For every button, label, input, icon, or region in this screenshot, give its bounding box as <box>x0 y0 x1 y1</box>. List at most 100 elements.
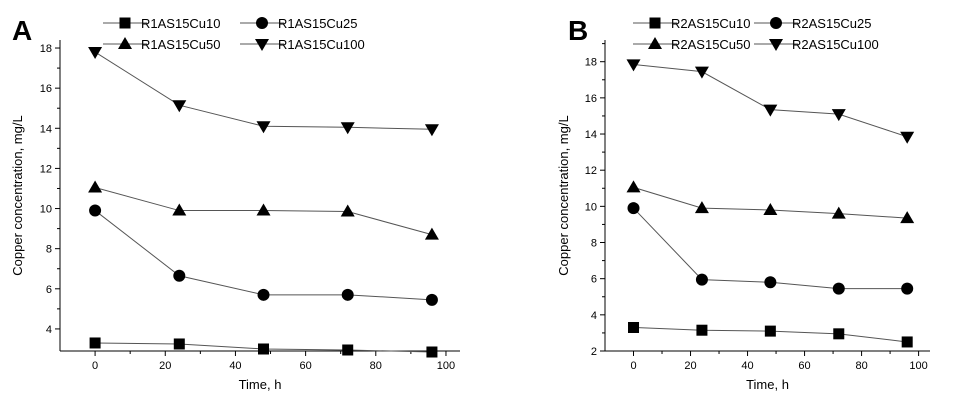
data-point <box>626 180 641 193</box>
series-R2AS15Cu50 <box>626 180 915 224</box>
legend-marker <box>648 37 662 49</box>
data-point <box>763 104 778 117</box>
panel-letter: A <box>12 15 32 46</box>
data-point <box>425 293 438 306</box>
y-axis-title: Copper concentration, mg/L <box>10 115 25 275</box>
chart-panel-b: B 0 20 40 60 80 100 2 4 6 8 10 12 14 16 18 Time, h Copper… <box>556 15 930 392</box>
data-point <box>426 346 438 358</box>
data-point <box>256 121 271 134</box>
data-point <box>694 201 709 214</box>
x-tick-label: 80 <box>855 360 867 372</box>
data-point <box>172 100 187 113</box>
legend-entry: R2AS15Cu100 <box>792 37 879 52</box>
y-tick-label: 18 <box>585 57 597 69</box>
series-R1AS15Cu50 <box>88 180 439 240</box>
legend-marker <box>769 39 783 51</box>
data-point <box>900 211 915 224</box>
chart-panel-a: A 0 20 40 60 80 100 4 6 8 10 12 14 16 18 Time, h Copper … <box>10 15 460 392</box>
legend-entry: R1AS15Cu100 <box>278 37 365 52</box>
x-tick-label: 100 <box>437 360 455 372</box>
data-point <box>172 203 187 216</box>
data-point <box>627 202 640 215</box>
data-point <box>764 276 777 289</box>
y-tick-label: 18 <box>40 43 52 55</box>
data-point <box>763 202 778 215</box>
series-line <box>94 51 432 130</box>
x-tick-label: 0 <box>630 360 636 372</box>
x-tick-label: 80 <box>370 360 382 372</box>
data-point <box>764 325 776 337</box>
data-point <box>424 227 439 240</box>
y-tick-label: 16 <box>585 93 597 105</box>
data-point <box>831 206 846 219</box>
data-point <box>256 203 271 216</box>
y-tick-label: 16 <box>40 83 52 95</box>
data-point <box>89 337 101 349</box>
legend-marker <box>119 17 131 29</box>
y-tick-label: 6 <box>46 284 52 296</box>
data-point <box>628 321 640 333</box>
legend-entry: R1AS15Cu10 <box>141 16 221 31</box>
legend-entry: R2AS15Cu25 <box>792 16 872 31</box>
data-point <box>901 282 914 295</box>
y-tick-label: 12 <box>40 163 52 175</box>
y-tick-label: 4 <box>46 324 52 336</box>
series-R2AS15Cu100 <box>626 59 915 144</box>
y-tick-label: 14 <box>40 123 52 135</box>
x-axis-title: Time, h <box>746 377 789 392</box>
y-axis-title: Copper concentration, mg/L <box>556 115 571 275</box>
series-R2AS15Cu25 <box>627 202 914 295</box>
y-tick-label: 8 <box>591 238 597 250</box>
data-point <box>340 204 355 217</box>
legend-marker <box>649 17 661 29</box>
y-tick-label: 8 <box>46 244 52 256</box>
data-point <box>89 204 102 217</box>
legend-entry: R2AS15Cu50 <box>671 37 751 52</box>
data-point <box>258 343 270 355</box>
data-point <box>257 288 270 301</box>
data-point <box>831 109 846 122</box>
x-tick-label: 0 <box>92 360 98 372</box>
y-tick-label: 6 <box>591 274 597 286</box>
data-point <box>340 122 355 135</box>
legend-marker <box>255 39 269 51</box>
x-tick-label: 40 <box>741 360 753 372</box>
data-point <box>833 328 845 340</box>
legend-entry: R2AS15Cu10 <box>671 16 751 31</box>
data-point <box>342 344 354 356</box>
series-R1AS15Cu10 <box>89 337 438 358</box>
y-tick-label: 4 <box>591 310 597 322</box>
data-point <box>626 59 641 72</box>
y-tick-label: 2 <box>591 346 597 358</box>
data-point <box>900 131 915 144</box>
data-point <box>424 124 439 137</box>
data-point <box>694 66 709 79</box>
y-tick-label: 10 <box>40 204 52 216</box>
series-R1AS15Cu100 <box>88 47 439 137</box>
legend-marker <box>770 17 782 29</box>
y-tick-label: 10 <box>585 201 597 213</box>
series-R2AS15Cu10 <box>628 321 913 348</box>
data-point <box>832 282 845 295</box>
series-R1AS15Cu25 <box>89 204 438 306</box>
series-line <box>94 210 432 301</box>
data-point <box>173 338 185 350</box>
legend-marker <box>118 37 132 49</box>
y-tick-label: 12 <box>585 165 597 177</box>
panel-letter: B <box>568 15 588 46</box>
x-tick-label: 100 <box>909 360 927 372</box>
data-point <box>88 47 103 60</box>
data-point <box>173 269 186 282</box>
x-tick-label: 40 <box>229 360 241 372</box>
data-point <box>88 180 103 193</box>
data-point <box>341 288 354 301</box>
legend-marker <box>256 17 268 29</box>
x-tick-label: 60 <box>299 360 311 372</box>
legend-entry: R1AS15Cu50 <box>141 37 221 52</box>
data-point <box>695 273 708 286</box>
legend-entry: R1AS15Cu25 <box>278 16 358 31</box>
data-point <box>901 336 913 348</box>
x-tick-label: 20 <box>684 360 696 372</box>
data-point <box>696 324 708 336</box>
